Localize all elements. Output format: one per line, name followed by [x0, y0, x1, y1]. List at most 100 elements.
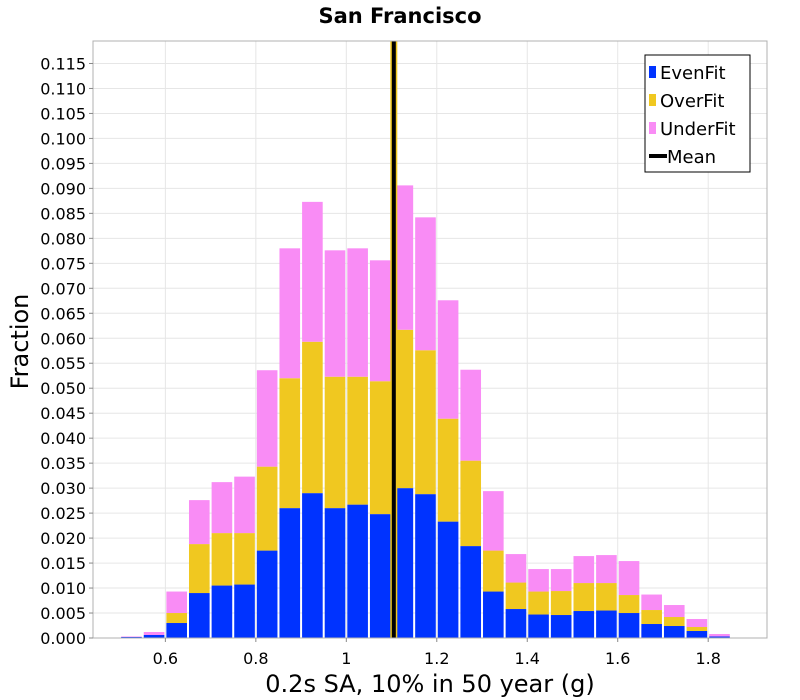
bar-evenfit: [392, 488, 414, 638]
bar-overfit: [392, 329, 414, 489]
bar-overfit: [279, 378, 301, 509]
legend-label: EvenFit: [660, 63, 726, 84]
bar-underfit: [550, 569, 572, 592]
bar-evenfit: [415, 494, 436, 638]
y-tick-label: 0.080: [40, 229, 86, 248]
bar-overfit: [324, 376, 346, 509]
bar-underfit: [211, 482, 233, 534]
bar-underfit: [302, 201, 323, 342]
legend-swatch-mean: [649, 154, 667, 158]
bar-overfit: [641, 610, 662, 625]
bar-overfit: [211, 533, 233, 586]
legend-swatch-evenfit: [649, 66, 656, 78]
bar-underfit: [279, 248, 301, 379]
y-tick-label: 0.040: [40, 429, 86, 448]
bar-underfit: [663, 605, 685, 618]
y-tick-label: 0.095: [40, 154, 86, 173]
bar-overfit: [460, 460, 482, 547]
bars: [121, 185, 730, 638]
y-tick-label: 0.085: [40, 204, 86, 223]
x-tick-label: 1.4: [515, 649, 540, 668]
bar-evenfit: [460, 546, 482, 638]
y-tick-label: 0.105: [40, 104, 86, 123]
y-tick-label: 0.045: [40, 404, 86, 423]
bar-underfit: [234, 476, 255, 534]
y-tick-label: 0.020: [40, 529, 86, 548]
y-tick-label: 0.030: [40, 479, 86, 498]
bar-underfit: [256, 370, 278, 467]
y-tick-label: 0.055: [40, 354, 86, 373]
bar-overfit: [234, 533, 255, 585]
bar-evenfit: [369, 514, 391, 638]
y-tick-label: 0.010: [40, 579, 86, 598]
y-tick-label: 0.075: [40, 254, 86, 273]
bar-overfit: [686, 627, 708, 632]
bar-evenfit: [483, 591, 504, 638]
bar-evenfit: [618, 613, 640, 638]
bar-evenfit: [302, 493, 323, 638]
bar-evenfit: [596, 610, 617, 638]
x-tick-label: 0.6: [153, 649, 178, 668]
bar-underfit: [709, 634, 730, 637]
x-tick-label: 1.2: [424, 649, 449, 668]
y-tick-label: 0.070: [40, 279, 86, 298]
bar-evenfit: [256, 550, 278, 638]
bar-underfit: [618, 561, 640, 596]
bar-overfit: [528, 591, 549, 615]
bar-overfit: [166, 613, 187, 624]
bar-evenfit: [347, 504, 368, 638]
legend-label: OverFit: [660, 91, 724, 112]
x-axis-label: 0.2s SA, 10% in 50 year (g): [265, 670, 594, 698]
y-tick-label: 0.065: [40, 304, 86, 323]
bar-overfit: [437, 418, 459, 522]
y-tick-label: 0.005: [40, 604, 86, 623]
bar-underfit: [460, 369, 482, 461]
bar-overfit: [550, 591, 572, 616]
bar-underfit: [324, 250, 346, 377]
bar-evenfit: [573, 611, 595, 638]
y-tick-label: 0.090: [40, 179, 86, 198]
bar-evenfit: [686, 631, 708, 638]
y-axis-ticks: 0.000 0.005 0.010 0.015 0.020 0.025 0.030 0.035…: [40, 54, 93, 648]
bar-evenfit: [505, 609, 527, 638]
bar-evenfit: [188, 593, 210, 638]
bar-overfit: [415, 350, 436, 495]
bar-evenfit: [324, 508, 346, 638]
bar-overfit: [596, 583, 617, 611]
bar-overfit: [302, 341, 323, 494]
bar-evenfit: [641, 624, 662, 638]
bar-evenfit: [234, 584, 255, 638]
bar-underfit: [596, 555, 617, 584]
bar-evenfit: [211, 585, 233, 638]
bar-evenfit: [528, 614, 549, 638]
legend-box: [644, 54, 751, 173]
x-tick-label: 1.6: [605, 649, 630, 668]
legend-label: UnderFit: [660, 119, 736, 140]
bar-evenfit: [437, 521, 459, 638]
bar-overfit: [573, 583, 595, 612]
y-tick-label: 0.015: [40, 554, 86, 573]
bar-underfit: [686, 619, 708, 628]
bar-overfit: [347, 376, 368, 505]
y-tick-label: 0.035: [40, 454, 86, 473]
bar-underfit: [505, 554, 527, 583]
x-tick-label: 1: [341, 649, 351, 668]
bar-underfit: [143, 632, 165, 636]
x-axis-ticks: 0.6 0.8 1 1.2 1.4 1.6 1.8: [153, 638, 721, 668]
legend: EvenFit OverFit UnderFit Mean: [644, 54, 751, 173]
bar-overfit: [369, 381, 391, 515]
y-axis-label: Fraction: [6, 294, 34, 390]
bar-overfit: [505, 582, 527, 610]
chart-title: San Francisco: [318, 4, 481, 28]
bar-overfit: [188, 544, 210, 594]
bar-overfit: [663, 617, 685, 627]
y-tick-label: 0.000: [40, 629, 86, 648]
bar-underfit: [392, 185, 414, 330]
bar-underfit: [166, 591, 187, 614]
bar-evenfit: [279, 508, 301, 638]
y-tick-label: 0.060: [40, 329, 86, 348]
bar-evenfit: [550, 615, 572, 638]
bar-underfit: [437, 300, 459, 419]
y-tick-label: 0.100: [40, 129, 86, 148]
